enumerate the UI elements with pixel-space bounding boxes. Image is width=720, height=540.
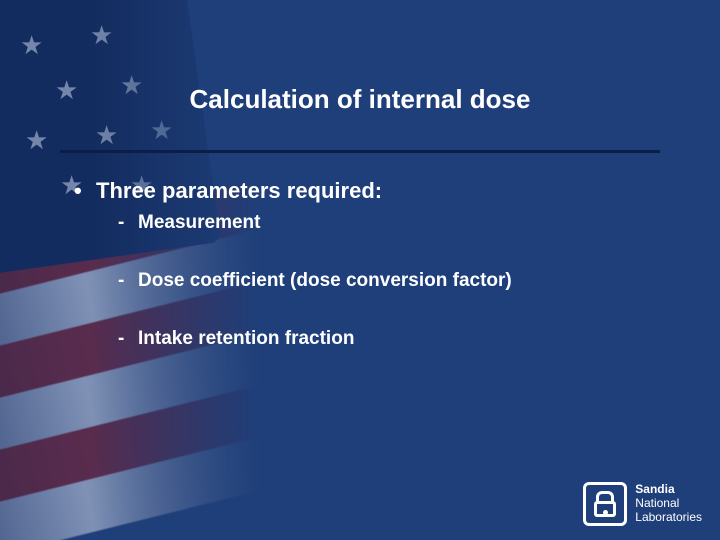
slide-title: Calculation of internal dose — [0, 84, 720, 115]
bullet-lvl2-item: -Intake retention fraction — [118, 328, 650, 350]
sandia-logo-icon — [583, 482, 627, 526]
bullet-lvl1-text: Three parameters required: — [96, 178, 382, 203]
bullet-lvl2-marker: - — [118, 270, 138, 292]
bullet-lvl1: •Three parameters required: — [74, 178, 650, 204]
logo-line3: Laboratories — [635, 511, 702, 525]
bullet-lvl2-text: Measurement — [138, 212, 261, 233]
bullet-lvl2-text: Intake retention fraction — [138, 328, 354, 349]
bullet-lvl2-text: Dose coefficient (dose conversion factor… — [138, 270, 512, 291]
bullet-lvl2-item: -Dose coefficient (dose conversion facto… — [118, 270, 650, 292]
title-underline — [60, 150, 660, 153]
bullet-lvl2-marker: - — [118, 212, 138, 234]
slide-body: •Three parameters required: -Measurement… — [74, 178, 650, 350]
bullet-lvl2-item: -Measurement — [118, 212, 650, 234]
logo-line2: National — [635, 497, 702, 511]
logo-line1: Sandia — [635, 483, 702, 497]
bullet-lvl2-marker: - — [118, 328, 138, 350]
sandia-logo-text: Sandia National Laboratories — [635, 483, 702, 524]
slide: ★ ★ ★ ★ ★ ★ ★ ★ ★ Calculation of interna… — [0, 0, 720, 540]
sandia-logo: Sandia National Laboratories — [583, 482, 702, 526]
bullet-lvl1-marker: • — [74, 178, 96, 204]
